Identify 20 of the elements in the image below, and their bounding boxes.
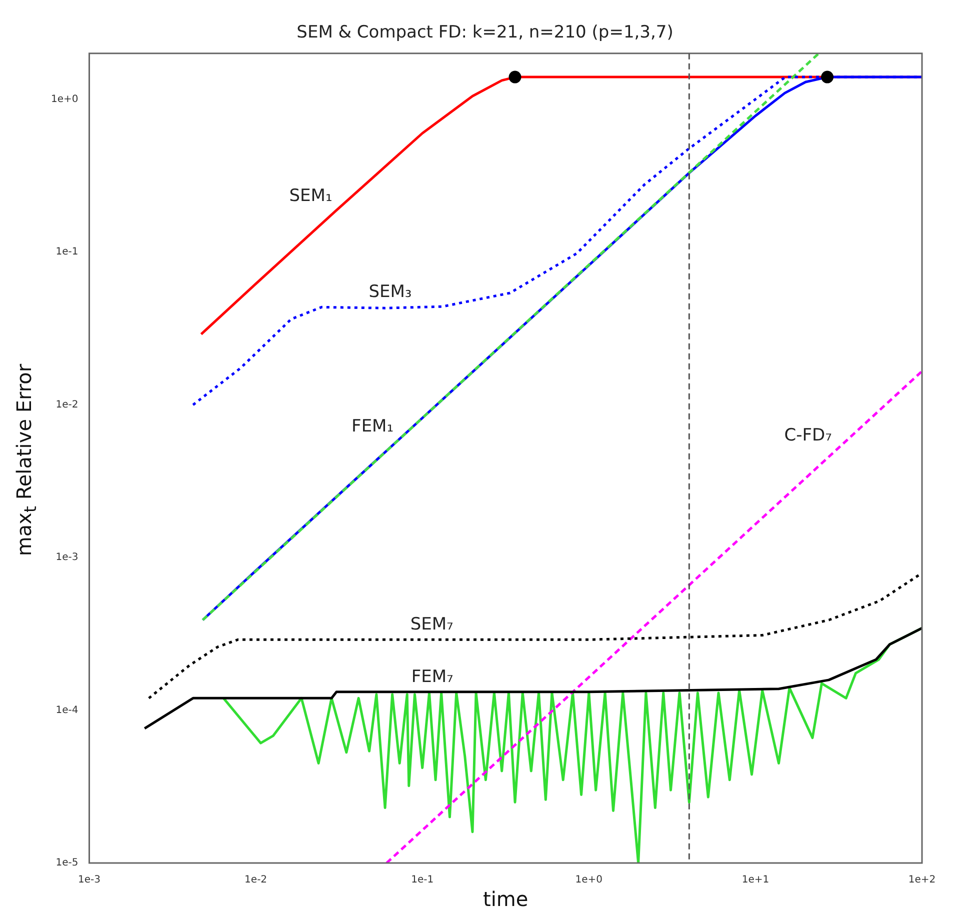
annotation: FEM₇	[411, 666, 454, 687]
annotation: SEM₃	[368, 282, 412, 302]
x-tick-label: 1e-3	[78, 874, 101, 886]
x-tick-label: 1e+1	[742, 874, 770, 886]
y-tick-label: 1e-4	[56, 704, 78, 716]
chart-title: SEM & Compact FD: k=21, n=210 (p=1,3,7)	[296, 22, 674, 43]
x-tick-label: 1e-1	[411, 874, 434, 886]
annotation: SEM₇	[410, 614, 454, 635]
x-tick-label: 1e+2	[908, 874, 936, 886]
annotation: SEM₁	[289, 186, 332, 206]
annotation: FEM₁	[352, 416, 394, 437]
x-tick-label: 1e-2	[244, 874, 268, 886]
y-tick-label: 1e-1	[56, 246, 78, 258]
y-tick-label: 1e-5	[56, 858, 78, 869]
y-tick-label: 1e-2	[56, 399, 78, 410]
x-axis-title: time	[483, 887, 528, 912]
y-tick-label: 1e+0	[50, 94, 78, 105]
x-tick-label: 1e+0	[575, 874, 603, 886]
annotation: C-FD₇	[784, 426, 832, 446]
y-tick-label: 1e-3	[56, 552, 78, 564]
